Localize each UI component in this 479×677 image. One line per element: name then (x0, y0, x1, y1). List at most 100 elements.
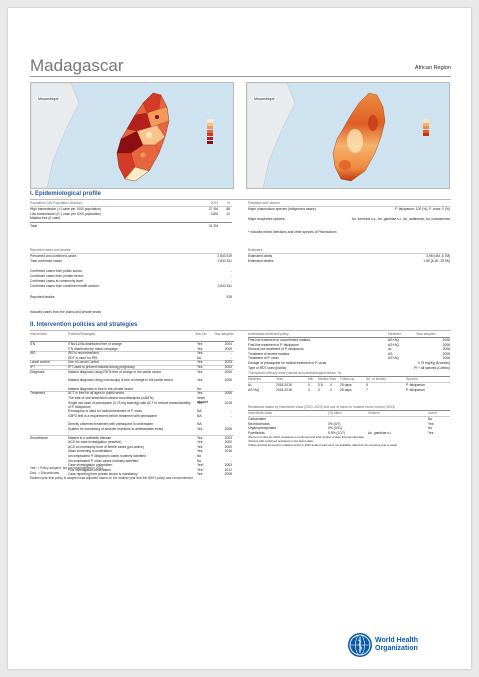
map-label-mozambique: Mozambique (37, 97, 60, 101)
intervention-yesno: Yes (197, 378, 203, 383)
resistance-vectors: An. gambiae s.l. (368, 430, 392, 435)
population-row-label: Total (30, 223, 37, 228)
efficacy-cell: 2018-2018 (276, 387, 292, 392)
reported-row-value: 915 (226, 295, 232, 299)
intervention-year: 2000 (224, 444, 232, 449)
anopheles-value: An. funestus s.s., An. gambiae s.l., An.… (351, 217, 450, 221)
efficacy-cell: 2 (330, 387, 332, 392)
efficacy-col-header: Max (330, 377, 337, 381)
reported-row-value: 2 843 511 (217, 259, 232, 263)
intervention-year: - (230, 355, 232, 360)
row-divider (248, 253, 450, 254)
intervention-year: 2012 (224, 467, 232, 472)
intervention-policy: Foci investigation undertaken (68, 467, 111, 472)
prevalence-map-legend (423, 119, 445, 137)
efficacy-cell: 2018-2018 (276, 383, 292, 387)
treatment-policy-header: Antimalaria treatment policy (248, 332, 289, 336)
intervention-policy: Malaria is a notifiable disease (68, 435, 112, 440)
estimated-deaths-value: 1 8K [6.2K, 29.9K] (423, 259, 450, 263)
intervention-year: 2003 (224, 435, 232, 440)
resistance-used: Yes (428, 430, 434, 435)
legend-swatch (207, 133, 213, 137)
section-divider (30, 330, 451, 331)
row-divider (30, 390, 234, 392)
row-divider (30, 369, 234, 371)
intervention-yesno: Yes (197, 360, 203, 365)
intervention-year: 2004 (224, 365, 232, 369)
resistance-header: Resistance status by insecticide class (… (248, 405, 396, 409)
intervention-yesno: NA (197, 422, 202, 427)
intervention-year: 2009 (224, 346, 232, 351)
population-row-value: 3.6M (210, 211, 218, 216)
efficacy-col-header: Min (308, 377, 314, 381)
who-name-line2: Organization (375, 645, 418, 652)
intervention-yesno: Yes (197, 435, 203, 440)
efficacy-cell: P. falciparum (406, 387, 425, 392)
treatment-policy-label: Dosage of primaquine for radical treatme… (248, 361, 327, 365)
intervention-policy: IRS is recommended (68, 351, 99, 356)
intervention-policy: Case reporting from private sector is ma… (68, 472, 138, 477)
intervention-year: 2004 (224, 342, 232, 346)
resistance-sites: 0% (0/11) (328, 426, 343, 431)
population-row-value: 27 4M (208, 207, 218, 211)
intervention-policy: Primaquine is used for radical treatment… (68, 409, 142, 414)
row-divider (248, 382, 450, 383)
row-divider (248, 376, 450, 377)
resistance-note: ¹Percent of sites for which resistance i… (248, 435, 364, 440)
treatment-policy-year: 0.75 mg/Kg (8 weeks) (417, 361, 450, 365)
intervention-policy: System for monitoring of adverse reactio… (68, 427, 164, 431)
intervention-year: 2008 (224, 472, 232, 477)
efficacy-col-header: No. of studies (366, 377, 387, 381)
country-profile-page: Madagascar African Region Mozambique (8, 8, 471, 669)
treatment-policy-year: 2005 (442, 351, 450, 356)
intervention-yesno: NA (197, 409, 202, 414)
intervention-policy: The sale of oral artemisinin-based monot… (68, 396, 154, 400)
intervention-year: - (230, 422, 232, 427)
intervention-year: - (230, 386, 232, 391)
treatment-col-medicine: Medicine (388, 332, 402, 336)
population-year-col: 2023 (210, 201, 218, 205)
efficacy-cell: 7 (366, 387, 368, 392)
intervention-yesno: Yes (197, 449, 203, 454)
resistance-note: ²Vectors with confirmed resistance to th… (248, 439, 313, 444)
intervention-yesno: Yes (197, 440, 203, 445)
who-emblem-icon (348, 633, 372, 657)
intervention-yesno: Yes* (197, 400, 204, 405)
resistance-class: Pyrethroids (248, 430, 265, 435)
efficacy-cell: 3.8 (318, 383, 323, 387)
intervention-year: - (230, 454, 232, 458)
population-row-label: High transmission (>1 case per 1000 popu… (30, 207, 102, 211)
row-divider (248, 416, 450, 417)
efficacy-cell: AL (248, 383, 253, 387)
parasite-species-label: Major plasmodium species (indigenous cas… (248, 207, 317, 211)
intervention-group: IRS (30, 351, 36, 356)
parasites-header: Parasites and vectors (248, 201, 280, 205)
population-row-pct: 88 (226, 207, 230, 211)
efficacy-col-header: Medicine (248, 377, 262, 381)
intervention-policy: Uncomplicated P. falciparum cases routin… (68, 454, 147, 458)
row-divider (30, 221, 232, 223)
treatment-policy-medicine: AS+AQ (388, 342, 400, 347)
intervention-yesno: Yes (197, 369, 203, 374)
estimated-cases-value: 3,9M [4M, 8.7M] (426, 254, 450, 258)
map-label-mozambique: Mozambique (253, 97, 276, 101)
population-header: Population (UN Population Division) (30, 201, 83, 205)
estimates-header: Estimates (248, 248, 263, 252)
efficacy-cell: 28 days (340, 387, 352, 392)
treatment-policy-label: First-line treatment of unconfirmed mala… (248, 338, 310, 342)
col-intervention: Intervention (30, 332, 48, 336)
intervention-yesno: never allowed (197, 396, 209, 405)
efficacy-cell: P. falciparum (406, 383, 425, 387)
reported-row-label: Reported deaths (30, 295, 55, 299)
efficacy-cell: 0 (318, 387, 320, 392)
efficacy-cell: 5 (366, 383, 368, 387)
who-logo: World Health Organization (348, 633, 448, 661)
reported-row-label: Confirmed cases at community level: (30, 279, 84, 283)
intervention-policy: DDT is used for IRS (68, 355, 98, 360)
intervention-yesno: Yes* (197, 463, 204, 468)
intervention-yesno: Yes (197, 342, 203, 346)
efficacy-col-header: Median (318, 377, 329, 381)
resistance-col-header: Vectors² (368, 411, 381, 415)
population-row-label: Malaria free (0 case) (30, 216, 61, 221)
intervention-policy: Malaria diagnosis is free in the private… (68, 386, 134, 391)
